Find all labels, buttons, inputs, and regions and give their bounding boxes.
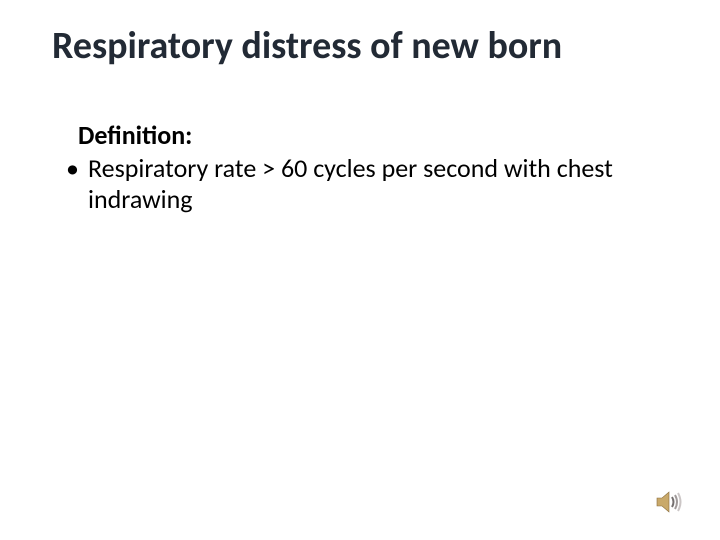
sound-wave-1-icon bbox=[672, 497, 674, 507]
sound-wave-2-icon bbox=[675, 495, 677, 509]
audio-speaker-icon[interactable] bbox=[656, 490, 684, 514]
speaker-cone-icon bbox=[657, 492, 669, 512]
bullet-list: Respiratory rate > 60 cycles per second … bbox=[60, 153, 660, 215]
definition-label: Definition: bbox=[78, 120, 660, 151]
slide: Respiratory distress of new born Definit… bbox=[0, 0, 720, 540]
sound-wave-3-icon bbox=[678, 493, 681, 511]
list-item: Respiratory rate > 60 cycles per second … bbox=[60, 153, 660, 215]
slide-body: Definition: Respiratory rate > 60 cycles… bbox=[60, 120, 660, 216]
slide-title: Respiratory distress of new born bbox=[52, 26, 680, 68]
